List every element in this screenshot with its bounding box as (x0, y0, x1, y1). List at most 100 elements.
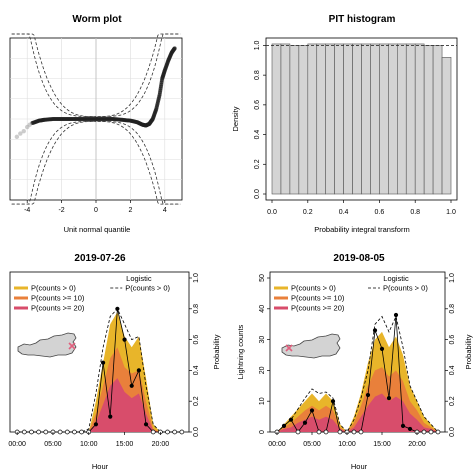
p4-zero-point (337, 429, 343, 435)
panel-0805-areas (277, 331, 438, 432)
worm-plot-title: Worm plot (72, 14, 122, 25)
p3-zero-point (29, 429, 34, 435)
p4-zero-point (323, 429, 329, 435)
p3-yr-tick-label: 0.0 (193, 427, 200, 437)
p4-count-point (400, 423, 406, 428)
pit-histogram-xlabel: Probability integral transform (314, 225, 409, 234)
p3-zero-point (43, 429, 49, 435)
p3-zero-point (36, 429, 41, 435)
p3-legend-label: P(counts >= 20) (31, 304, 85, 313)
p4-count-point (281, 423, 287, 428)
p4-count-point (386, 396, 392, 401)
pit-bar (289, 45, 300, 195)
worm-tail-point (27, 122, 32, 127)
p3-zero-point (79, 429, 84, 435)
pit-x-tick-label: 0.4 (339, 209, 349, 216)
worm-tail-point (18, 131, 23, 136)
p3-yr-tick-label: 0.4 (193, 365, 200, 375)
p4-yl-tick-label: 0 (259, 430, 266, 434)
p4-yl-tick-label: 10 (259, 397, 266, 405)
pit-bar (388, 43, 398, 195)
p4-zero-point (351, 429, 357, 435)
p3-zero-point (72, 429, 77, 435)
p3-count-point (136, 368, 141, 373)
pit-bar (271, 43, 282, 195)
p4-area-p-ge20 (277, 393, 438, 432)
pit-bar (352, 43, 362, 195)
p4-count-point (330, 399, 336, 404)
panel-0726-lines (14, 306, 185, 435)
p3-zero-point (165, 429, 170, 435)
panel-0805-legend: P(counts > 0)P(counts >= 10)P(counts >= … (274, 274, 428, 313)
p3-zero-point (150, 429, 156, 435)
panel-0805-xlabel: Hour (351, 462, 368, 471)
p3-legend-logistic-label: P(counts > 0) (125, 284, 170, 293)
worm-band-lower-outer (11, 121, 181, 205)
p4-zero-point (358, 429, 364, 435)
p4-zero-point (428, 429, 434, 435)
pit-x-tick-label: 0.2 (303, 209, 313, 216)
p4-x-tick-label: 10:00 (338, 441, 356, 448)
p4-legend-logistic-title: Logistic (383, 274, 409, 283)
pit-bar (441, 57, 452, 195)
worm-tail-point (21, 128, 26, 134)
pit-y-tick-label: 1.0 (254, 40, 261, 50)
p4-count-point (407, 426, 413, 432)
pit-histogram-frame (265, 37, 458, 201)
p3-zero-point (172, 429, 178, 435)
pit-histogram-ylabel: Density (231, 106, 240, 131)
worm-x-tick-label: 2 (128, 207, 132, 214)
pit-bar (334, 43, 344, 195)
p3-legend-logistic-title: Logistic (126, 274, 152, 283)
p4-zero-point (435, 429, 441, 435)
p3-yr-tick-label: 0.8 (193, 304, 200, 314)
p3-legend-label: P(counts >= 10) (31, 294, 85, 303)
pit-x-tick-label: 0.6 (375, 209, 385, 216)
pit-y-tick-label: 0.8 (254, 70, 261, 80)
pit-bar (370, 43, 380, 195)
worm-x-tick-label: -4 (24, 207, 30, 214)
p3-x-tick-label: 00:00 (8, 441, 26, 448)
worm-x-tick-label: 0 (94, 207, 98, 214)
p4-x-tick-label: 00:00 (268, 441, 286, 448)
p4-count-point (372, 328, 378, 333)
pit-bar (343, 43, 353, 195)
worm-plot-bands (11, 33, 181, 205)
p4-x-tick-label: 20:00 (408, 441, 426, 448)
p4-yr-tick-label: 1.0 (449, 273, 456, 283)
pit-x-tick-label: 0.0 (267, 209, 277, 216)
pit-bar (432, 45, 443, 195)
p3-zero-point (57, 429, 63, 435)
p4-location-cross (285, 344, 293, 352)
pit-y-tick-label: 0.6 (254, 100, 261, 110)
p3-yr-tick-label: 0.2 (193, 396, 200, 406)
p4-zero-point (421, 429, 427, 435)
panel-0805-ylabel-left: Lightning counts (236, 324, 245, 379)
p3-zero-point (21, 429, 27, 435)
pit-bar (379, 43, 389, 195)
p4-yl-tick-label: 20 (259, 366, 266, 374)
p3-count-point (143, 422, 149, 427)
p4-austria-shape (281, 333, 341, 359)
worm-plot-xlabel: Unit normal quantile (64, 225, 131, 234)
p4-x-tick-label: 15:00 (373, 441, 391, 448)
p4-yl-tick-label: 40 (259, 305, 266, 313)
p3-count-point (122, 337, 127, 342)
p3-yr-tick-label: 1.0 (193, 273, 200, 283)
p3-austria-shape (17, 332, 77, 358)
pit-bar (423, 45, 434, 195)
worm-x-tick-label: 4 (163, 207, 167, 214)
pit-x-tick-label: 0.8 (410, 209, 420, 216)
p3-count-point (108, 414, 113, 419)
worm-x-tick-label: -2 (58, 207, 64, 214)
pit-histogram-bars (266, 43, 457, 195)
panel-0726-axes: 00:00 05:00 10:00 15:00 20:00 0.0 0.2 0.4 0.6 0.8… (8, 273, 200, 448)
p4-count-point (379, 346, 385, 351)
p4-logistic-line (276, 315, 439, 433)
worm-plot-panel: Worm plot -4 -2 0 2 4 Unit normal quantile (9, 14, 183, 234)
pit-histogram-axes: 0.0 0.2 0.4 0.6 0.8 1.0 0.0 0.2 0.4 0.6 0.8 1.0 (254, 40, 456, 216)
pit-bar (325, 43, 335, 195)
p3-yr-tick-label: 0.6 (193, 335, 200, 345)
p4-yl-tick-label: 30 (259, 336, 266, 344)
worm-point (172, 46, 177, 51)
